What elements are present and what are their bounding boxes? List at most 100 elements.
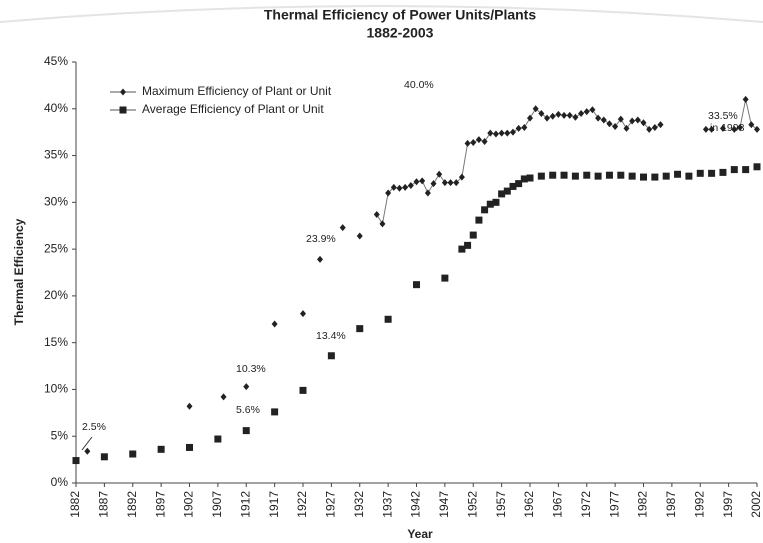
square-marker xyxy=(498,190,506,198)
square-marker xyxy=(119,106,127,114)
square-marker xyxy=(537,172,545,180)
chart-title: Thermal Efficiency of Power Units/Plants xyxy=(264,7,537,23)
diamond-marker xyxy=(492,130,499,138)
square-marker xyxy=(441,274,449,282)
background-arc xyxy=(0,5,763,23)
annotation: 2.5% xyxy=(82,421,106,433)
chart-subtitle: 1882-2003 xyxy=(367,25,434,41)
square-marker xyxy=(464,241,472,249)
diamond-marker xyxy=(742,95,749,103)
diamond-marker xyxy=(441,179,448,187)
x-tick-label: 1922 xyxy=(295,491,309,518)
diamond-marker xyxy=(317,255,324,263)
y-tick-label: 15% xyxy=(44,335,68,349)
annotation: 13.4% xyxy=(316,330,346,342)
square-marker xyxy=(481,206,489,214)
diamond-marker xyxy=(629,117,636,125)
square-marker xyxy=(327,352,335,360)
x-axis-title: Year xyxy=(407,527,433,541)
square-marker xyxy=(299,386,307,394)
square-marker xyxy=(594,172,602,180)
diamond-marker xyxy=(623,124,630,132)
square-marker xyxy=(571,172,579,180)
square-marker xyxy=(753,163,761,171)
square-marker xyxy=(214,435,222,443)
diamond-marker xyxy=(583,108,590,116)
square-marker xyxy=(640,173,647,181)
diamond-marker xyxy=(481,138,488,146)
diamond-marker xyxy=(600,116,607,124)
diamond-marker xyxy=(572,113,579,121)
square-marker xyxy=(696,169,704,177)
diamond-marker xyxy=(390,183,397,191)
y-tick-label: 20% xyxy=(44,288,68,302)
square-marker xyxy=(129,450,137,458)
diamond-marker xyxy=(356,232,363,240)
x-tick-label: 1902 xyxy=(182,491,196,518)
square-marker xyxy=(605,171,613,179)
diamond-marker xyxy=(424,189,431,197)
x-tick-label: 1882 xyxy=(68,491,82,518)
square-marker xyxy=(583,171,591,179)
square-marker xyxy=(719,168,727,176)
x-tick-label: 1932 xyxy=(352,491,366,518)
diamond-marker xyxy=(651,123,658,131)
square-marker xyxy=(674,170,682,178)
diamond-marker xyxy=(515,124,522,132)
y-tick-label: 25% xyxy=(44,241,68,255)
square-marker xyxy=(157,445,165,453)
y-tick-label: 30% xyxy=(44,195,68,209)
square-marker xyxy=(515,180,523,188)
diamond-marker xyxy=(595,114,602,122)
x-tick-label: 1947 xyxy=(437,491,451,518)
square-marker xyxy=(549,171,557,179)
legend-label: Maximum Efficiency of Plant or Unit xyxy=(142,84,332,98)
square-marker xyxy=(72,457,80,465)
diamond-marker xyxy=(120,88,126,96)
diamond-marker xyxy=(509,128,516,136)
series-line xyxy=(376,99,758,226)
x-tick-label: 1957 xyxy=(494,491,508,518)
x-tick-label: 1937 xyxy=(380,491,394,518)
diamond-marker xyxy=(748,121,755,129)
square-marker xyxy=(526,174,534,182)
square-marker xyxy=(628,172,636,180)
square-marker xyxy=(708,169,716,177)
y-tick-label: 35% xyxy=(44,148,68,162)
square-marker xyxy=(384,315,392,323)
square-marker xyxy=(100,453,108,461)
x-tick-label: 1977 xyxy=(607,491,621,518)
diamond-marker xyxy=(527,114,533,122)
square-marker xyxy=(469,231,477,239)
square-marker xyxy=(486,200,494,208)
square-marker xyxy=(458,245,466,253)
annotation: 33.5% xyxy=(708,110,738,122)
diamond-marker xyxy=(754,125,760,133)
square-marker xyxy=(503,187,511,195)
diamond-marker xyxy=(561,111,568,119)
diamond-marker xyxy=(719,124,726,132)
diamond-marker xyxy=(612,123,619,131)
square-marker xyxy=(520,175,528,183)
x-tick-label: 1912 xyxy=(238,491,252,518)
square-marker xyxy=(186,443,193,451)
x-tick-label: 1952 xyxy=(465,491,479,518)
diamond-marker xyxy=(396,184,403,192)
diamond-marker xyxy=(470,138,477,146)
x-tick-label: 1942 xyxy=(409,491,423,518)
diamond-marker xyxy=(339,224,346,232)
square-marker xyxy=(492,198,500,206)
diamond-marker xyxy=(475,136,482,144)
legend-label: Average Efficiency of Plant or Unit xyxy=(142,102,324,116)
diamond-marker xyxy=(458,173,465,181)
diamond-marker xyxy=(379,220,386,228)
square-marker xyxy=(271,408,279,416)
x-tick-label: 1987 xyxy=(664,491,678,518)
diamond-marker xyxy=(549,112,556,120)
square-marker xyxy=(242,427,250,435)
diamond-marker xyxy=(402,183,409,191)
diamond-marker xyxy=(566,111,573,119)
annotation: 40.0% xyxy=(404,79,434,91)
diamond-marker xyxy=(731,125,738,133)
